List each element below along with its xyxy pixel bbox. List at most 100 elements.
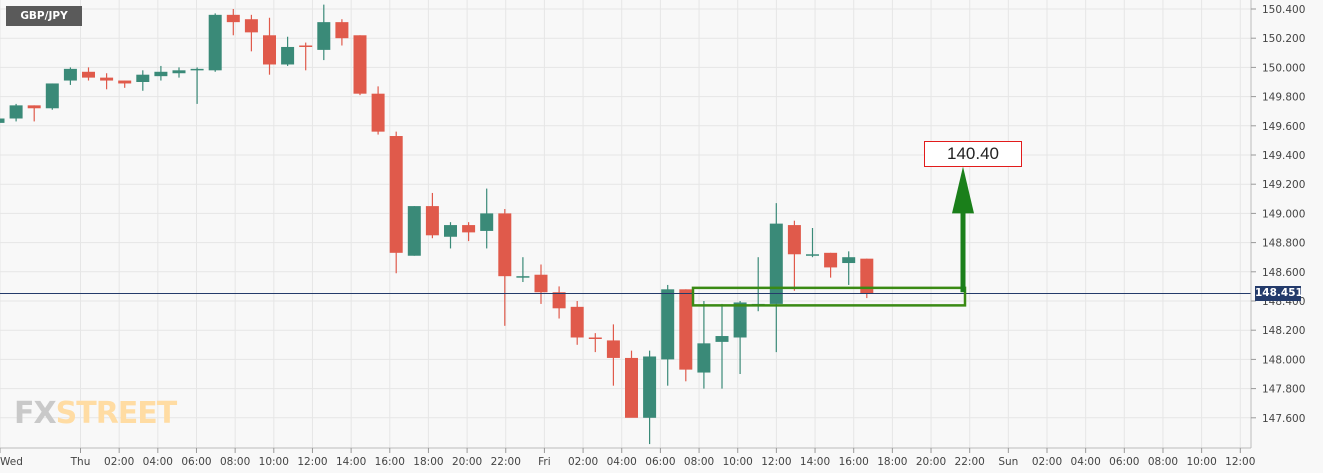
y-tick-label: 150.400: [1262, 4, 1305, 16]
x-tick-label: 04:00: [143, 456, 173, 468]
x-tick-label: 08:00: [1148, 456, 1178, 468]
x-tick-label: 16:00: [839, 456, 869, 468]
x-tick-label: Sun: [998, 456, 1018, 468]
candlestick-series: [0, 4, 874, 445]
candle-body: [299, 45, 313, 47]
support-zone-rectangle: [691, 286, 967, 307]
y-tick-label: 150.000: [1262, 62, 1305, 74]
candle-body: [82, 71, 95, 78]
time-axis[interactable]: Wed Thu 02:00 04:00 06:00 08:00 10:00 12:00 14:0…: [0, 448, 1255, 468]
x-tick-label: 20:00: [916, 456, 946, 468]
x-tick-label: 02:00: [568, 456, 598, 468]
candle-body: [226, 14, 240, 23]
y-tick-label: 149.600: [1262, 121, 1305, 133]
x-tick-label: 12:00: [297, 456, 327, 468]
candle-body: [27, 105, 41, 109]
y-tick-label: 148.600: [1262, 267, 1305, 279]
x-tick-label: 02:00: [104, 456, 134, 468]
candle-body: [643, 356, 657, 418]
x-tick-label: Thu: [70, 456, 91, 468]
candle-body: [45, 83, 59, 109]
candle-body: [208, 14, 222, 71]
x-tick-label: Fri: [538, 456, 551, 468]
x-tick-label: 18:00: [877, 456, 907, 468]
candle-body: [172, 70, 186, 74]
watermark-street: STREET: [55, 396, 178, 431]
y-tick-label: 148.200: [1262, 325, 1305, 337]
candle-body: [860, 258, 874, 294]
y-tick-label: 149.400: [1262, 150, 1305, 162]
x-tick-label: 20:00: [452, 456, 482, 468]
candle-body: [462, 225, 476, 233]
candle-body: [534, 274, 548, 293]
x-tick-label: 22:00: [491, 456, 521, 468]
candle-body: [136, 74, 150, 82]
candle-body: [769, 223, 783, 304]
candle-body: [317, 22, 331, 50]
candle-body: [480, 213, 494, 231]
candle-body: [552, 292, 566, 309]
x-tick-label: 22:00: [955, 456, 985, 468]
y-tick-label: 147.600: [1262, 413, 1305, 425]
price-axis[interactable]: 150.400 150.200 150.000 149.800 149.600 149.4…: [1251, 4, 1305, 425]
candle-body: [516, 276, 530, 278]
candle-body: [263, 35, 276, 65]
target-price-label: 140.40: [924, 141, 1022, 167]
y-tick-label: 148.800: [1262, 238, 1305, 250]
x-tick-label: 08:00: [220, 456, 250, 468]
candle-body: [190, 68, 204, 71]
x-tick-label: 04:00: [607, 456, 637, 468]
candle-body: [63, 68, 77, 81]
candle-body: [335, 22, 349, 39]
candle-body: [281, 46, 295, 65]
candle-body: [806, 254, 819, 256]
x-tick-label: 10:00: [259, 456, 289, 468]
candle-body: [100, 77, 114, 81]
fxstreet-watermark: FXSTREET: [14, 396, 178, 431]
x-tick-label: 12:00: [761, 456, 791, 468]
target-arrow: [952, 166, 974, 293]
x-tick-label: 18:00: [413, 456, 443, 468]
candle-body: [154, 71, 168, 77]
candle-body: [787, 225, 801, 255]
candle-body: [118, 80, 132, 84]
x-tick-label: 16:00: [375, 456, 405, 468]
x-tick-label: 06:00: [645, 456, 675, 468]
candle-body: [9, 105, 23, 119]
candle-body: [842, 257, 856, 264]
arrow-head: [952, 166, 974, 214]
candle-body: [570, 306, 584, 338]
x-tick-label: 04:00: [1071, 456, 1101, 468]
x-tick-label: 06:00: [181, 456, 211, 468]
x-tick-label: 10:00: [723, 456, 753, 468]
candle-body: [697, 343, 711, 373]
candle-body: [353, 35, 367, 94]
candle-body: [444, 225, 457, 237]
candle-body: [606, 340, 620, 358]
x-tick-label: 14:00: [800, 456, 830, 468]
candle-body: [588, 337, 602, 339]
candle-body: [425, 206, 439, 236]
current-price-tag: 148.451: [1255, 286, 1303, 301]
y-tick-label: 149.800: [1262, 92, 1305, 104]
candle-body: [733, 302, 747, 338]
x-tick-label: 12:00: [1225, 456, 1255, 468]
y-tick-label: 148.000: [1262, 354, 1305, 366]
y-tick-label: 149.200: [1262, 179, 1305, 191]
x-tick-label: 02:00: [1032, 456, 1062, 468]
watermark-fx: FX: [14, 396, 57, 431]
x-tick-label: 14:00: [336, 456, 366, 468]
x-tick-label: 08:00: [684, 456, 714, 468]
y-tick-label: 147.800: [1262, 384, 1305, 396]
candle-body: [371, 93, 385, 132]
candle-body: [715, 336, 729, 342]
y-tick-label: 150.200: [1262, 33, 1305, 45]
candle-body: [625, 357, 638, 418]
candle-body: [824, 252, 838, 268]
candle-body: [661, 289, 675, 360]
x-tick-label: 06:00: [1109, 456, 1139, 468]
candle-body: [407, 206, 421, 256]
x-tick-label: Wed: [0, 456, 23, 468]
symbol-badge: GBP/JPY: [6, 6, 82, 26]
